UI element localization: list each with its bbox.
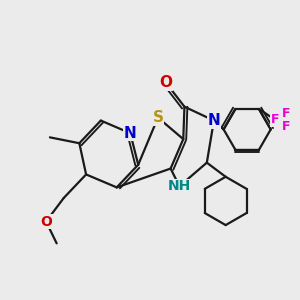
Text: NH: NH [168, 179, 191, 193]
Text: O: O [159, 75, 172, 90]
Text: S: S [152, 110, 164, 125]
Text: F: F [282, 106, 290, 120]
Text: N: N [124, 126, 136, 141]
Text: N: N [208, 113, 220, 128]
Text: F: F [282, 120, 290, 133]
Text: F: F [271, 113, 279, 126]
Text: O: O [40, 214, 52, 229]
